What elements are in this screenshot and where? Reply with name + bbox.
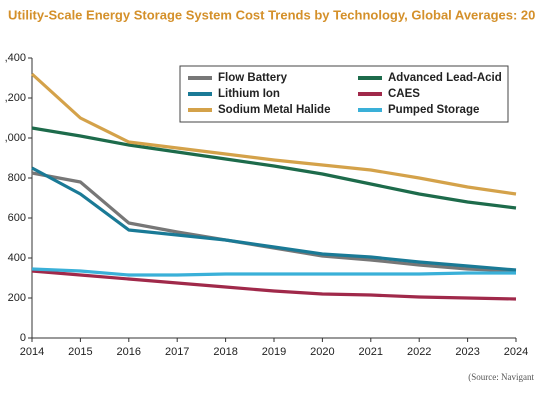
y-tick-label: 600 [8, 212, 26, 224]
series-line [31, 171, 517, 273]
legend-label: CAES [388, 88, 420, 100]
y-tick-label: ,000 [5, 132, 26, 144]
x-tick-label: 2016 [117, 346, 141, 358]
x-tick-label: 2021 [359, 346, 383, 358]
x-tick-label: 2014 [20, 346, 44, 358]
x-tick-label: 2015 [68, 346, 92, 358]
chart-title: Utility-Scale Energy Storage System Cost… [8, 7, 536, 22]
series-line [30, 72, 517, 196]
y-tick-label: ,400 [5, 52, 26, 64]
series-line [31, 267, 516, 277]
legend-box [179, 65, 509, 123]
y-tick-label: 0 [20, 332, 26, 344]
legend-label: Sodium Metal Halide [218, 104, 330, 116]
source-note: (Source: Navigant [468, 372, 534, 382]
series-line [31, 166, 517, 272]
x-tick-label: 2017 [165, 346, 189, 358]
y-tick-label: 400 [8, 252, 26, 264]
legend-label: Advanced Lead-Acid [388, 72, 502, 84]
x-tick-label: 2023 [455, 346, 479, 358]
y-tick-label: ,200 [5, 92, 26, 104]
x-tick-label: 2020 [310, 346, 334, 358]
legend-label: Lithium Ion [218, 88, 280, 100]
x-tick-label: 2019 [262, 346, 286, 358]
legend-label: Pumped Storage [388, 104, 479, 116]
x-tick-label: 2022 [407, 346, 431, 358]
legend-label: Flow Battery [218, 72, 288, 84]
y-tick-label: 200 [8, 292, 26, 304]
series-line [31, 269, 517, 301]
series-line [31, 126, 517, 210]
x-tick-label: 2024 [504, 346, 528, 358]
x-tick-label: 2018 [213, 346, 237, 358]
y-tick-label: 800 [8, 172, 26, 184]
